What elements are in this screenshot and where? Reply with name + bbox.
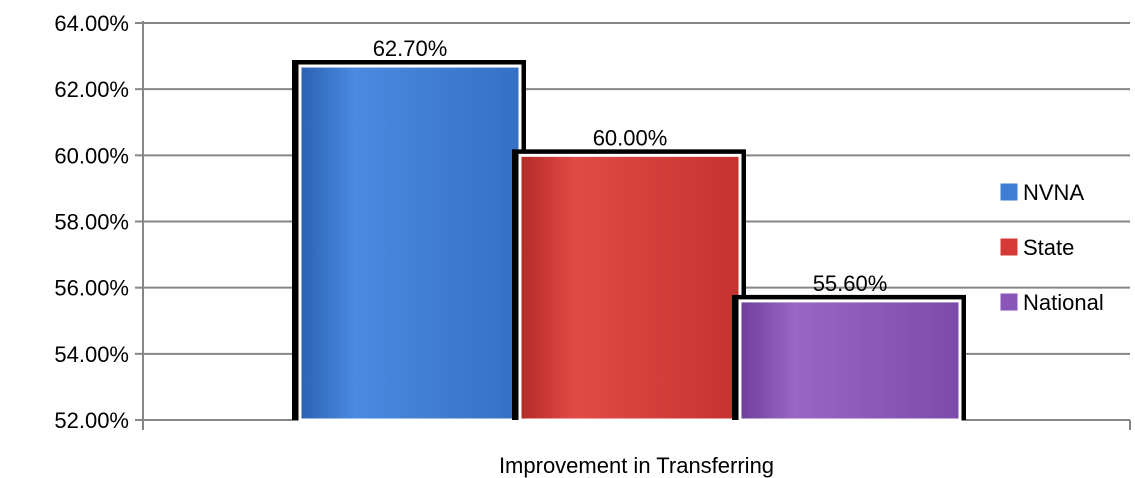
data-label-national: 55.60% [813,271,888,296]
legend-label-national: National [1023,290,1104,315]
legend-label-nvna: NVNA [1023,180,1084,205]
y-tick-label: 52.00% [54,408,129,433]
bar-state [518,153,742,422]
legend-swatch-state [999,237,1019,257]
bar-national [738,299,962,422]
bar-nvna [298,64,522,422]
y-tick-label: 58.00% [54,210,129,235]
y-tick-label: 64.00% [54,11,129,36]
category-label: Improvement in Transferring [499,453,774,478]
legend-label-state: State [1023,235,1074,260]
bars [292,60,966,422]
data-label-state: 60.00% [593,125,668,150]
legend-swatch-national [999,292,1019,312]
legend-swatch-nvna [999,182,1019,202]
axes: 52.00% 54.00% 56.00% 58.00% 60.00% 62.00% 64.0… [54,11,1131,433]
data-labels: 62.70% 60.00% 55.60% Improvement in Transfe… [373,36,888,478]
y-tick-label: 56.00% [54,276,129,301]
y-tick-label: 54.00% [54,342,129,367]
y-tick-label: 60.00% [54,143,129,168]
y-tick-label: 62.00% [54,77,129,102]
data-label-nvna: 62.70% [373,36,448,61]
legend: NVNA State National [999,180,1104,315]
